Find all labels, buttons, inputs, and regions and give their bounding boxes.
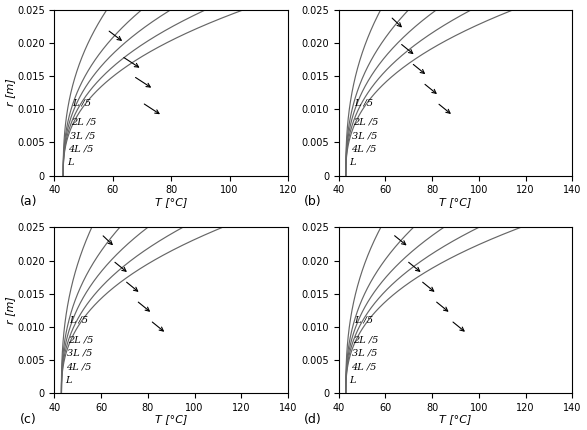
Y-axis label: r [m]: r [m] [5,296,16,324]
Text: L /5: L /5 [72,98,92,107]
Text: (d): (d) [303,413,322,426]
X-axis label: T [°C]: T [°C] [155,415,187,424]
Text: L: L [350,375,356,384]
Text: 4L /5: 4L /5 [350,362,376,371]
Text: 2L /5: 2L /5 [71,118,97,127]
X-axis label: T [°C]: T [°C] [439,415,472,424]
X-axis label: T [°C]: T [°C] [155,197,187,207]
Text: L /5: L /5 [69,316,88,325]
Text: 4L /5: 4L /5 [68,144,93,154]
Text: 3L /5: 3L /5 [68,349,93,358]
Text: 3L /5: 3L /5 [352,349,377,358]
X-axis label: T [°C]: T [°C] [439,197,472,207]
Text: L /5: L /5 [354,98,373,107]
Text: (a): (a) [19,196,37,209]
Text: 4L /5: 4L /5 [66,362,92,371]
Text: (c): (c) [19,413,36,426]
Y-axis label: r [m]: r [m] [5,79,16,107]
Text: 2L /5: 2L /5 [68,336,94,345]
Text: 2L /5: 2L /5 [353,336,379,345]
Text: L: L [350,158,356,167]
Text: 2L /5: 2L /5 [353,118,378,127]
Text: (b): (b) [303,196,322,209]
Text: L /5: L /5 [354,316,373,325]
Text: 3L /5: 3L /5 [70,131,95,140]
Text: 3L /5: 3L /5 [352,131,377,140]
Text: L: L [65,375,72,384]
Text: 4L /5: 4L /5 [350,144,376,154]
Text: L: L [67,158,73,167]
